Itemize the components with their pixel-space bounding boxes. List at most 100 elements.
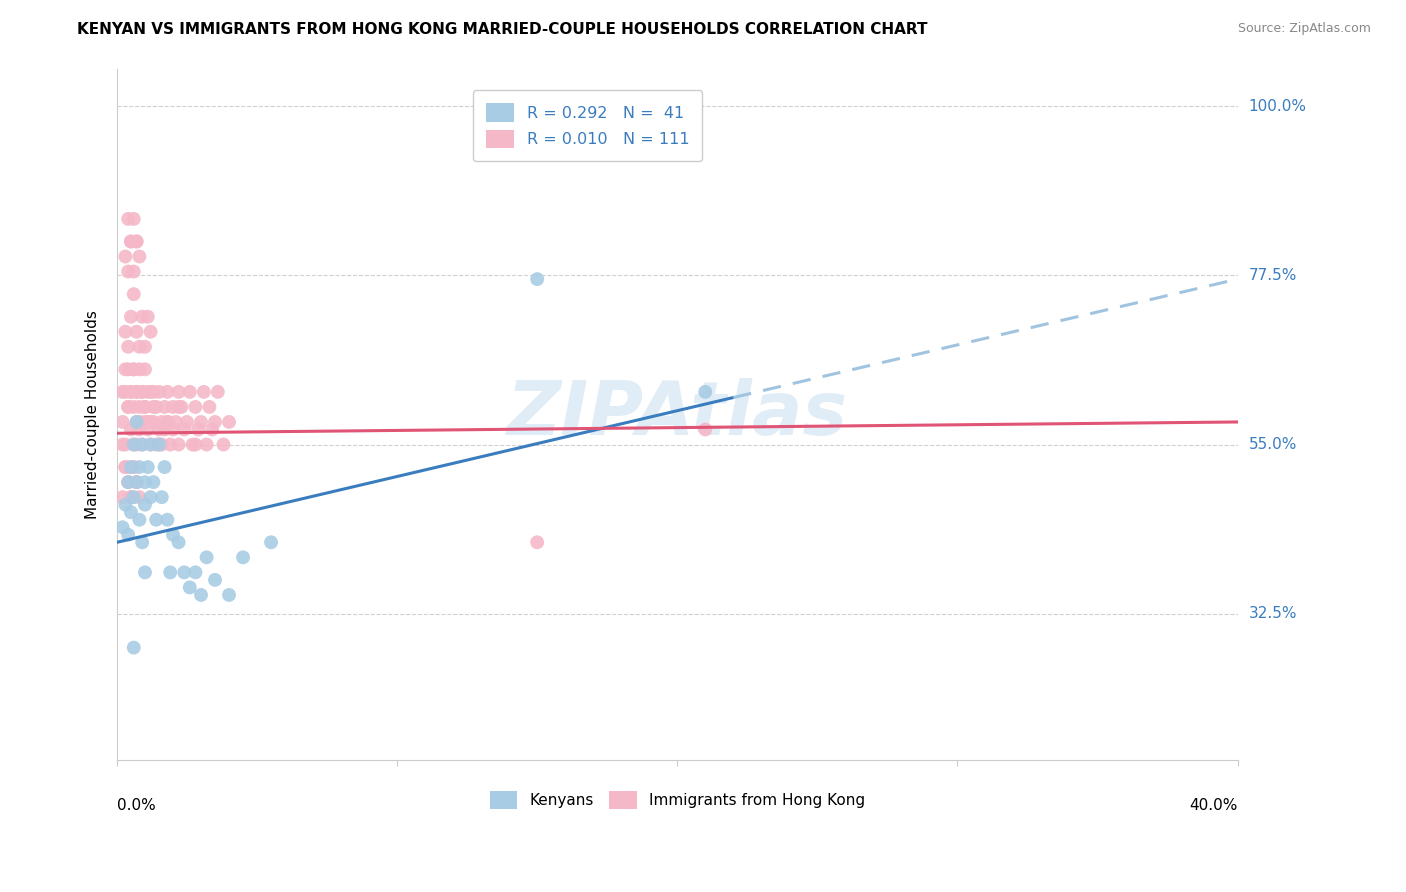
- Point: [218, 415, 240, 429]
- Point: [131, 437, 153, 451]
- Point: [117, 475, 139, 490]
- Point: [111, 415, 134, 429]
- Point: [117, 400, 139, 414]
- Point: [173, 566, 195, 580]
- Point: [195, 550, 218, 565]
- Point: [114, 325, 136, 339]
- Point: [122, 640, 145, 655]
- Point: [134, 340, 156, 354]
- Point: [120, 310, 142, 324]
- Point: [179, 581, 201, 595]
- Point: [122, 264, 145, 278]
- Point: [114, 384, 136, 399]
- Point: [117, 362, 139, 376]
- Text: 55.0%: 55.0%: [1249, 437, 1296, 452]
- Point: [136, 460, 159, 475]
- Point: [122, 490, 145, 504]
- Point: [142, 384, 165, 399]
- Point: [120, 490, 142, 504]
- Point: [136, 310, 159, 324]
- Point: [159, 566, 181, 580]
- Point: [122, 362, 145, 376]
- Y-axis label: Married-couple Households: Married-couple Households: [86, 310, 100, 519]
- Point: [122, 437, 145, 451]
- Point: [153, 460, 176, 475]
- Point: [170, 400, 193, 414]
- Point: [128, 340, 150, 354]
- Text: ZIPAtlas: ZIPAtlas: [506, 378, 848, 451]
- Point: [134, 415, 156, 429]
- Point: [193, 384, 215, 399]
- Point: [156, 415, 179, 429]
- Point: [142, 415, 165, 429]
- Point: [120, 490, 142, 504]
- Point: [139, 437, 162, 451]
- Point: [125, 384, 148, 399]
- Point: [165, 415, 187, 429]
- Point: [125, 415, 148, 429]
- Point: [125, 235, 148, 249]
- Point: [125, 475, 148, 490]
- Point: [526, 535, 548, 549]
- Point: [134, 400, 156, 414]
- Point: [136, 422, 159, 436]
- Point: [156, 384, 179, 399]
- Point: [695, 384, 717, 399]
- Point: [131, 437, 153, 451]
- Point: [122, 287, 145, 301]
- Point: [167, 400, 190, 414]
- Point: [145, 400, 167, 414]
- Point: [117, 528, 139, 542]
- Point: [232, 550, 254, 565]
- Point: [120, 384, 142, 399]
- Point: [179, 384, 201, 399]
- Text: 32.5%: 32.5%: [1249, 607, 1298, 621]
- Point: [207, 384, 229, 399]
- Point: [184, 566, 207, 580]
- Legend: Kenyans, Immigrants from Hong Kong: Kenyans, Immigrants from Hong Kong: [484, 785, 870, 815]
- Point: [122, 460, 145, 475]
- Point: [150, 415, 173, 429]
- Point: [120, 505, 142, 519]
- Point: [167, 384, 190, 399]
- Point: [114, 250, 136, 264]
- Point: [204, 573, 226, 587]
- Point: [150, 437, 173, 451]
- Point: [122, 400, 145, 414]
- Point: [218, 588, 240, 602]
- Point: [136, 415, 159, 429]
- Point: [136, 384, 159, 399]
- Point: [204, 415, 226, 429]
- Point: [139, 325, 162, 339]
- Point: [134, 362, 156, 376]
- Point: [195, 437, 218, 451]
- Point: [117, 400, 139, 414]
- Point: [190, 415, 212, 429]
- Point: [111, 437, 134, 451]
- Point: [128, 422, 150, 436]
- Point: [167, 535, 190, 549]
- Point: [117, 211, 139, 226]
- Point: [120, 235, 142, 249]
- Point: [156, 513, 179, 527]
- Point: [131, 384, 153, 399]
- Point: [148, 437, 170, 451]
- Point: [142, 400, 165, 414]
- Point: [111, 384, 134, 399]
- Point: [162, 422, 184, 436]
- Point: [139, 437, 162, 451]
- Point: [120, 422, 142, 436]
- Point: [128, 513, 150, 527]
- Point: [114, 362, 136, 376]
- Point: [114, 460, 136, 475]
- Point: [201, 422, 224, 436]
- Text: 0.0%: 0.0%: [117, 798, 156, 814]
- Point: [114, 437, 136, 451]
- Text: 100.0%: 100.0%: [1249, 99, 1306, 113]
- Point: [111, 520, 134, 534]
- Point: [120, 384, 142, 399]
- Point: [125, 235, 148, 249]
- Point: [128, 400, 150, 414]
- Point: [139, 415, 162, 429]
- Point: [111, 490, 134, 504]
